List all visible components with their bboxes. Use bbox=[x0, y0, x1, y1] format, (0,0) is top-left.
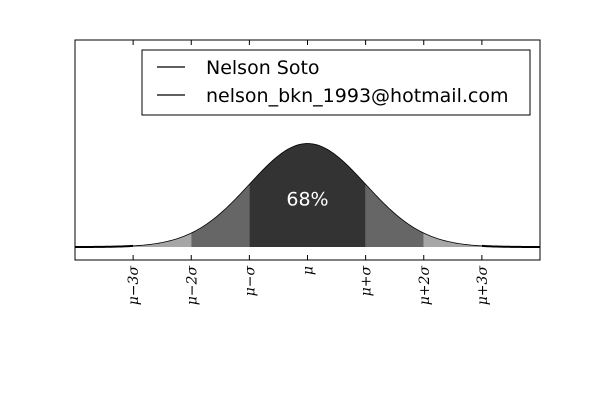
x-tick-label-3: μ bbox=[301, 266, 317, 275]
x-tick-label-2: μ−σ bbox=[242, 266, 258, 297]
x-tick-label-0: μ−3σ bbox=[126, 266, 142, 306]
legend-box bbox=[141, 49, 531, 116]
bell-curve bbox=[133, 143, 482, 247]
x-axis-tick-labels: μ−3σ μ−2σ μ−σ μ μ+σ μ+2σ μ+3σ bbox=[126, 266, 491, 306]
x-axis-ticks bbox=[132, 40, 483, 260]
x-tick-label-1: μ−2σ bbox=[184, 266, 200, 306]
shaded-band-4 bbox=[423, 233, 482, 248]
shaded-band-0 bbox=[133, 233, 192, 248]
x-tick-label-5: μ+2σ bbox=[417, 266, 433, 306]
percent-annotation: 68% bbox=[286, 189, 328, 211]
legend-entry-2: nelson_bkn_1993@hotmail.com bbox=[206, 85, 508, 107]
x-tick-label-4: μ+σ bbox=[359, 266, 375, 297]
right-tail-curve bbox=[481, 244, 540, 249]
x-tick-label-6: μ+3σ bbox=[475, 266, 491, 306]
shaded-band-2 bbox=[249, 143, 366, 248]
legend: Nelson Soto nelson_bkn_1993@hotmail.com bbox=[141, 49, 531, 116]
left-tail-curve bbox=[75, 244, 134, 249]
legend-entry-1: Nelson Soto bbox=[206, 57, 320, 79]
